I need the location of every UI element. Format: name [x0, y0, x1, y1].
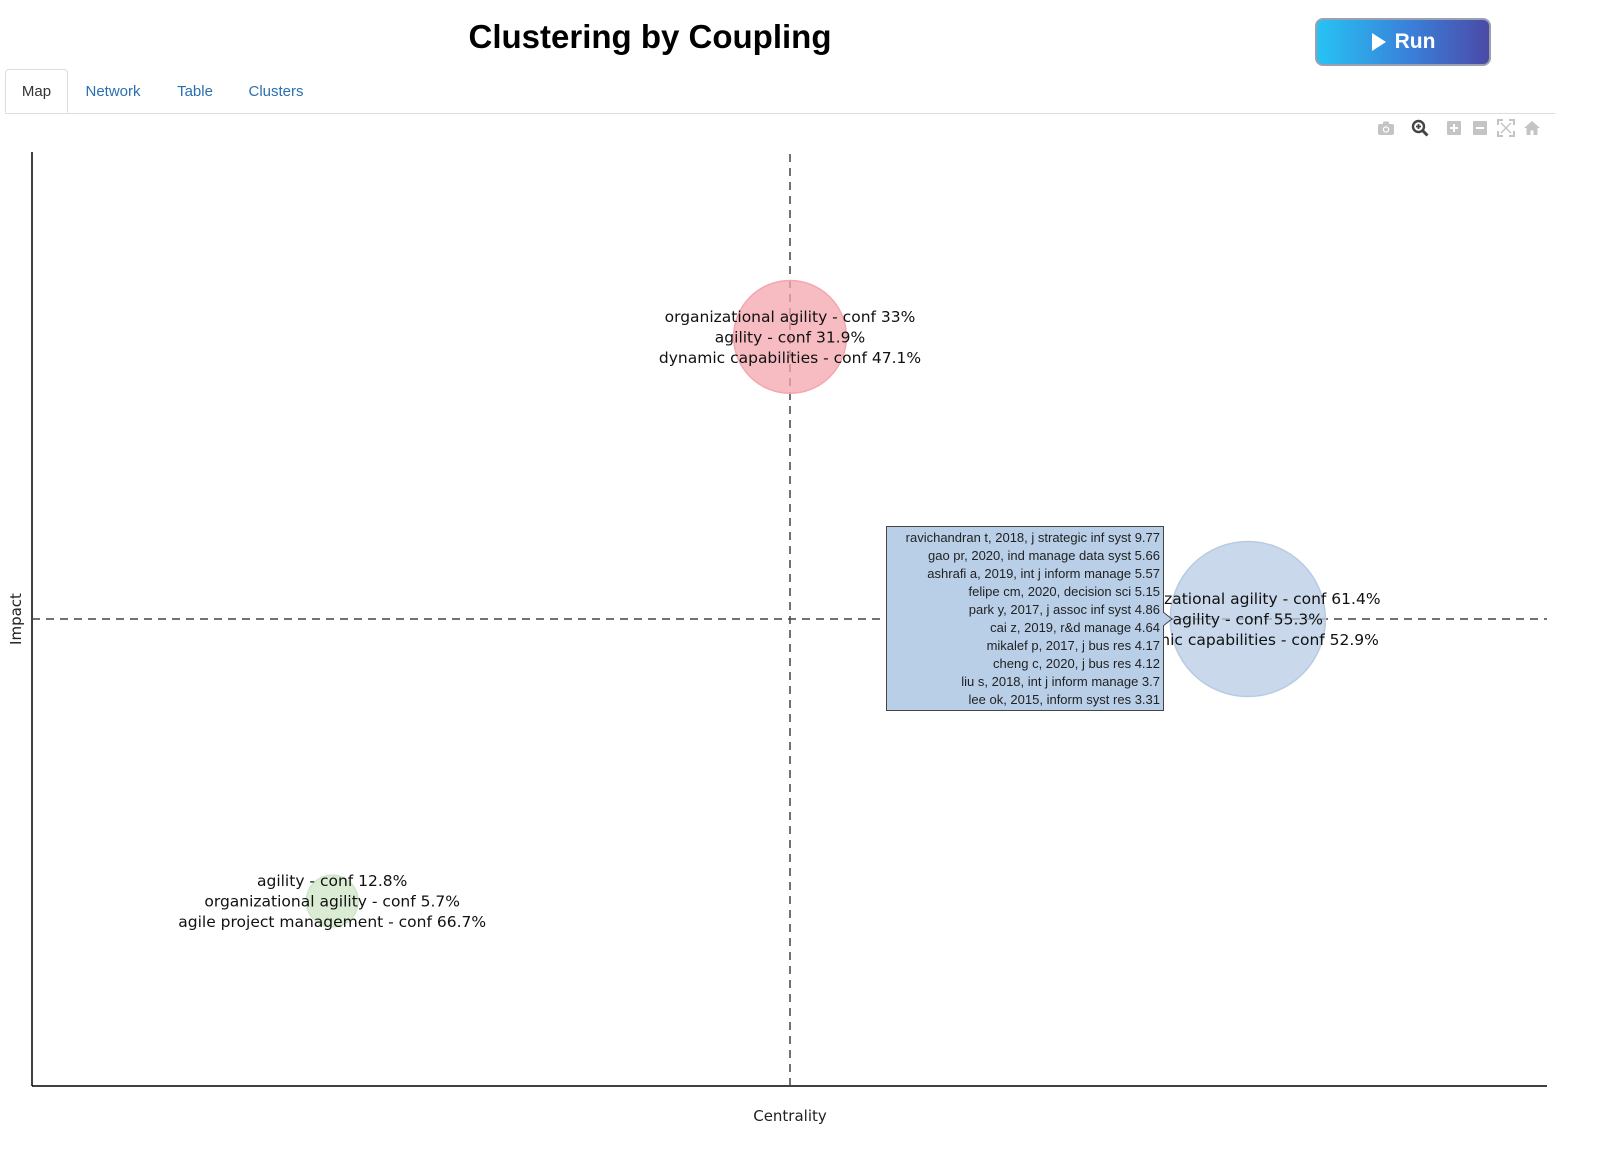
zoom-out-icon[interactable]: [1469, 117, 1491, 139]
cluster-bubble-3[interactable]: [305, 874, 359, 928]
play-icon: [1371, 33, 1386, 51]
page-title: Clustering by Coupling: [468, 18, 832, 55]
tab-map[interactable]: Map: [5, 69, 68, 113]
cluster-3-label-2: organizational agility - conf 5.7%: [204, 893, 460, 911]
cluster-bubbles: [305, 279, 1327, 928]
hover-line: gao pr, 2020, ind manage data syst 5.66: [927, 548, 1160, 563]
cluster-1-label-3: dynamic capabilities - conf 47.1%: [659, 349, 921, 367]
cluster-3-label-3: agile project management - conf 66.7%: [178, 913, 486, 931]
cluster-3-label-1: agility - conf 12.8%: [257, 872, 407, 890]
tab-table[interactable]: Table: [165, 69, 225, 113]
autoscale-icon[interactable]: [1495, 117, 1517, 139]
camera-icon[interactable]: [1375, 117, 1397, 139]
hover-line: park y, 2017, j assoc inf syst 4.86: [968, 602, 1160, 617]
cluster-2-label-3: dynamic capabilities - conf 52.9%: [1117, 631, 1379, 649]
hover-tooltip: ravichandran t, 2018, j strategic inf sy…: [886, 526, 1164, 711]
cluster-1-label-1: organizational agility - conf 33%: [665, 308, 916, 326]
hover-line: mikalef p, 2017, j bus res 4.17: [986, 638, 1160, 653]
hover-line: liu s, 2018, int j inform manage 3.7: [961, 674, 1160, 689]
cluster-2-label-2: agility - conf 55.3%: [1173, 611, 1323, 629]
tab-clusters[interactable]: Clusters: [239, 69, 313, 113]
hover-line: felipe cm, 2020, decision sci 5.15: [968, 584, 1161, 599]
plot-modebar: [1375, 117, 1545, 139]
tab-clusters-label: Clusters: [248, 82, 304, 100]
home-icon[interactable]: [1521, 117, 1543, 139]
y-axis-label: Impact: [7, 593, 25, 645]
run-button-label: Run: [1394, 30, 1436, 53]
cluster-1-label-2: agility - conf 31.9%: [715, 328, 865, 346]
tab-table-label: Table: [177, 82, 213, 100]
tab-bar: Map Network Table Clusters: [5, 69, 1555, 114]
tab-network-label: Network: [85, 82, 141, 100]
zoom-icon[interactable]: [1409, 117, 1431, 139]
hover-line: cai z, 2019, r&d manage 4.64: [990, 620, 1160, 635]
x-axis-label: Centrality: [753, 1107, 827, 1125]
cluster-2-label-1: organizational agility - conf 61.4%: [1115, 590, 1381, 608]
zoom-in-icon[interactable]: [1443, 117, 1465, 139]
hover-line: ravichandran t, 2018, j strategic inf sy…: [905, 530, 1160, 545]
cluster-bubble-1[interactable]: [732, 279, 848, 395]
tab-map-label: Map: [21, 82, 52, 100]
run-button[interactable]: Run: [1315, 18, 1491, 66]
hover-line: ashrafi a, 2019, int j inform manage 5.5…: [927, 566, 1160, 581]
cluster-labels: organizational agility - conf 33% agility…: [178, 308, 1380, 931]
hover-line: lee ok, 2015, inform syst res 3.31: [968, 692, 1160, 707]
tab-network[interactable]: Network: [75, 69, 151, 113]
hover-tooltip-arrow: [1163, 612, 1173, 626]
hover-line: cheng c, 2020, j bus res 4.12: [993, 656, 1160, 671]
